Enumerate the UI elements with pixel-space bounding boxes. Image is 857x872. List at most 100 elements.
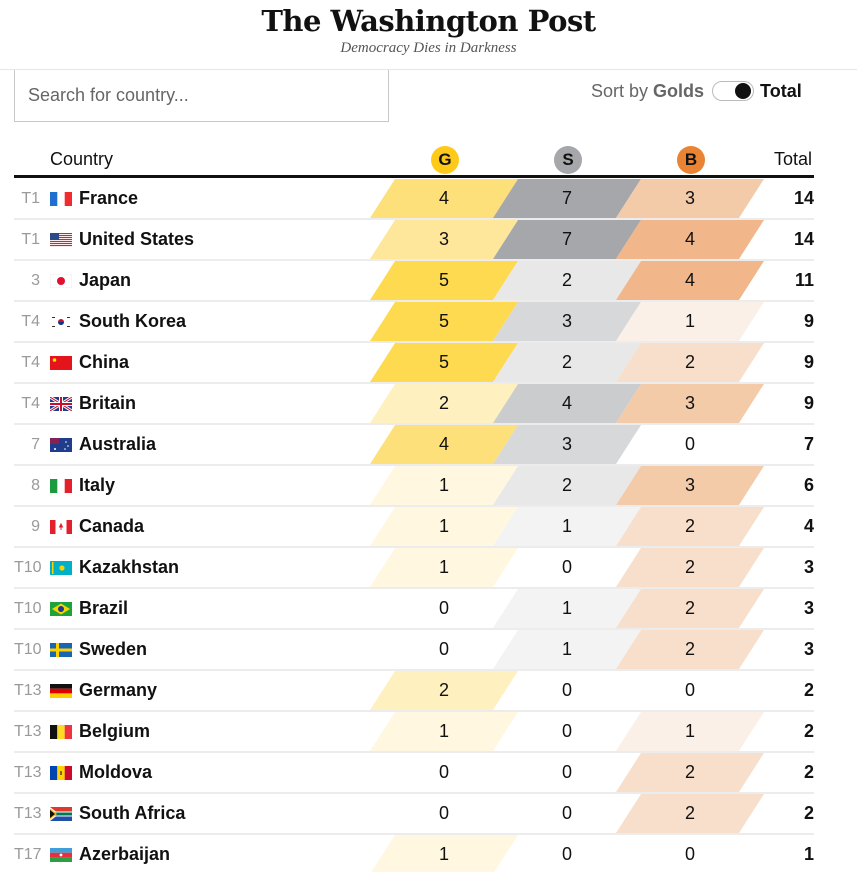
bronze-count: 2: [684, 803, 695, 823]
silver-cell-fill: [493, 343, 641, 382]
silver-count: 1: [561, 516, 572, 536]
gold-cell-fill: [370, 712, 518, 751]
bronze-cell: 2: [616, 548, 764, 587]
rank: 7: [31, 436, 40, 453]
search-box[interactable]: [14, 70, 389, 122]
country-name[interactable]: Sweden: [79, 639, 148, 659]
gold-cell: 1: [370, 548, 518, 587]
silver-count: 0: [561, 762, 572, 782]
gold-cell: 5: [370, 343, 518, 382]
table-row[interactable]: T1 United States 3 7 4 14: [14, 220, 814, 261]
flag-kr-icon: [50, 315, 72, 329]
country-name[interactable]: Germany: [79, 680, 158, 700]
table-row[interactable]: 9 Canada 1 1 2 4: [14, 507, 814, 548]
table-header: Country G S B Total: [14, 140, 814, 178]
bronze-count: 4: [684, 270, 695, 290]
header-total[interactable]: Total: [773, 149, 812, 169]
country-name[interactable]: Australia: [79, 434, 157, 454]
country-name[interactable]: Azerbaijan: [79, 844, 171, 864]
bronze-count: 3: [684, 393, 695, 413]
gold-count: 1: [438, 844, 449, 864]
table-row[interactable]: T13 South Africa 0 0 2 2: [14, 794, 814, 835]
table-row[interactable]: 3 Japan 5 2 4 11: [14, 261, 814, 302]
gold-cell: 0: [370, 630, 518, 669]
bronze-cell-fill: [616, 343, 764, 382]
gold-cell-fill: [370, 671, 518, 710]
washington-post-logo[interactable]: The Washington Post: [261, 4, 596, 38]
table-row[interactable]: 7 Australia 4 3 0 7: [14, 425, 814, 466]
gold-cell: 1: [370, 712, 518, 751]
bronze-count: 1: [684, 311, 695, 331]
total-count: 4: [803, 516, 814, 536]
country-name[interactable]: China: [79, 352, 130, 372]
sort-control: Sort by Golds Total: [591, 80, 802, 102]
rank: T13: [14, 723, 42, 740]
bronze-cell: 4: [616, 261, 764, 300]
bronze-count: 2: [684, 598, 695, 618]
sort-option-golds[interactable]: Golds: [653, 80, 705, 101]
rank: T1: [21, 231, 40, 248]
silver-count: 2: [561, 270, 572, 290]
silver-cell: 1: [493, 589, 641, 628]
total-count: 2: [803, 680, 814, 700]
rank: T10: [14, 641, 42, 658]
bronze-cell-fill: [616, 753, 764, 792]
bronze-cell: 1: [616, 302, 764, 341]
bronze-count: 2: [684, 516, 695, 536]
table-row[interactable]: T10 Sweden 0 1 2 3: [14, 630, 814, 671]
silver-cell-fill: [493, 425, 641, 464]
silver-cell-fill: [493, 179, 641, 218]
silver-count: 0: [561, 557, 572, 577]
country-name[interactable]: Kazakhstan: [79, 557, 180, 577]
silver-cell: 2: [493, 343, 641, 382]
total-count: 3: [803, 557, 814, 577]
country-name[interactable]: South Africa: [79, 803, 186, 823]
silver-medal-icon[interactable]: S: [554, 146, 582, 174]
silver-cell: 3: [493, 425, 641, 464]
country-search-input[interactable]: [15, 70, 388, 121]
table-row[interactable]: T13 Belgium 1 0 1 2: [14, 712, 814, 753]
country-name[interactable]: Belgium: [79, 721, 151, 741]
table-row[interactable]: 8 Italy 1 2 3 6: [14, 466, 814, 507]
country-name[interactable]: Canada: [79, 516, 145, 536]
total-count: 9: [803, 393, 814, 413]
country-name[interactable]: Japan: [79, 270, 132, 290]
table-row[interactable]: T4 China 5 2 2 9: [14, 343, 814, 384]
country-name[interactable]: Britain: [79, 393, 137, 413]
sort-option-total[interactable]: Total: [760, 80, 802, 101]
country-name[interactable]: Brazil: [79, 598, 129, 618]
flag-gb-icon: [50, 397, 72, 411]
table-row[interactable]: T4 South Korea 5 3 1 9: [14, 302, 814, 343]
sort-toggle[interactable]: [712, 81, 755, 101]
rank: T13: [14, 682, 42, 699]
gold-cell: 2: [370, 384, 518, 423]
country-name[interactable]: South Korea: [79, 311, 187, 331]
gold-medal-icon[interactable]: G: [431, 146, 459, 174]
bronze-cell-fill: [616, 548, 764, 587]
total-count: 11: [794, 270, 814, 290]
gold-cell-fill: [370, 179, 518, 218]
toggle-knob: [735, 83, 752, 99]
bronze-cell-fill: [616, 712, 764, 751]
table-row[interactable]: T13 Germany 2 0 0 2: [14, 671, 814, 712]
table-row[interactable]: T13 Moldova 0 0 2 2: [14, 753, 814, 794]
header-country[interactable]: Country: [50, 149, 114, 169]
table-row[interactable]: T4 Britain 2 4 3 9: [14, 384, 814, 425]
bronze-cell: 0: [616, 671, 764, 710]
gold-count: 0: [438, 762, 449, 782]
table-row[interactable]: T10 Kazakhstan 1 0 2 3: [14, 548, 814, 589]
bronze-cell-fill: [616, 630, 764, 669]
country-name[interactable]: Moldova: [79, 762, 153, 782]
silver-cell-fill: [493, 302, 641, 341]
table-row[interactable]: T10 Brazil 0 1 2 3: [14, 589, 814, 630]
gold-count: 0: [438, 803, 449, 823]
country-name[interactable]: United States: [79, 229, 195, 249]
total-count: 14: [793, 188, 814, 208]
country-name[interactable]: Italy: [79, 475, 116, 495]
bronze-medal-icon[interactable]: B: [677, 146, 705, 174]
gold-cell-fill: [370, 507, 518, 546]
silver-cell: 2: [493, 261, 641, 300]
table-row[interactable]: T1 France 4 7 3 14: [14, 179, 814, 220]
country-name[interactable]: France: [79, 188, 139, 208]
table-row[interactable]: T17 Azerbaijan 1 0 0 1: [14, 835, 814, 872]
